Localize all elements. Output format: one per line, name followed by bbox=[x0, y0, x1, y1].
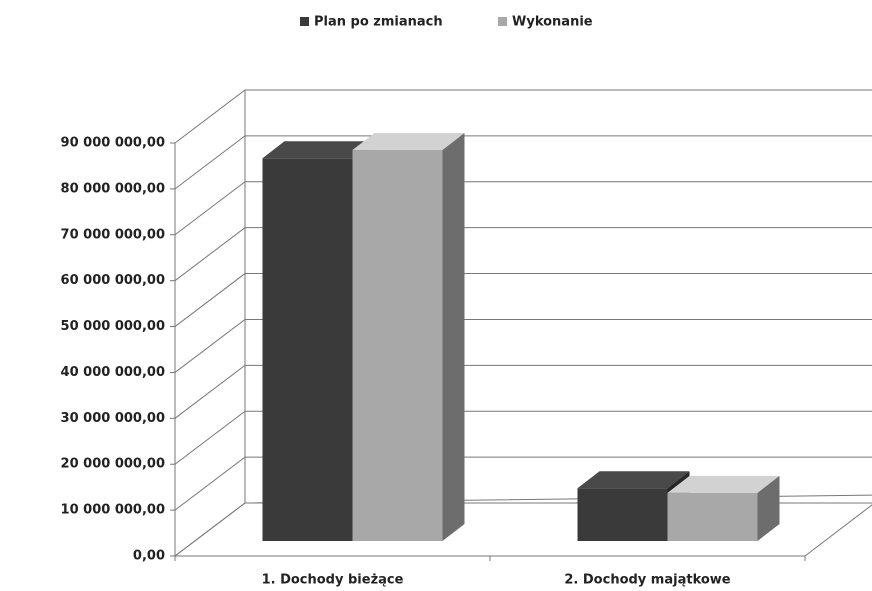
y-tick-label: 80 000 000,00 bbox=[61, 181, 165, 196]
bar bbox=[577, 488, 668, 541]
grid-line bbox=[174, 456, 872, 511]
grid-line bbox=[174, 364, 872, 419]
y-tick-label: 30 000 000,00 bbox=[61, 411, 165, 426]
y-tick-label: 90 000 000,00 bbox=[61, 136, 165, 151]
y-tick-label: 10 000 000,00 bbox=[61, 503, 165, 518]
y-tick-label: 60 000 000,00 bbox=[61, 273, 165, 288]
x-tick-label: 2. Dochody majątkowe bbox=[564, 573, 730, 588]
bar-top bbox=[262, 141, 375, 159]
grid-line bbox=[174, 135, 872, 190]
legend-swatch bbox=[498, 17, 507, 26]
grid-line bbox=[174, 410, 872, 465]
legend-label: Wykonanie bbox=[512, 15, 593, 30]
grid-line bbox=[174, 181, 872, 236]
grid-line bbox=[174, 227, 872, 282]
bar bbox=[352, 150, 443, 541]
bar-side bbox=[757, 475, 780, 541]
y-tick-label: 50 000 000,00 bbox=[61, 319, 165, 334]
bar-top bbox=[577, 471, 690, 489]
bar-top bbox=[667, 475, 780, 493]
legend-label: Plan po zmianach bbox=[314, 15, 443, 30]
grid-line bbox=[174, 273, 872, 327]
y-tick-label: 0,00 bbox=[133, 549, 165, 564]
grid-line bbox=[174, 89, 872, 144]
y-tick-label: 40 000 000,00 bbox=[61, 365, 165, 380]
bar bbox=[262, 158, 353, 541]
bar bbox=[667, 492, 758, 541]
y-tick-label: 70 000 000,00 bbox=[61, 227, 165, 242]
grid-line bbox=[174, 318, 872, 373]
legend-swatch bbox=[300, 17, 309, 26]
bar-top bbox=[352, 133, 465, 151]
y-tick-label: 20 000 000,00 bbox=[61, 457, 165, 472]
x-tick-label: 1. Dochody bieżące bbox=[262, 573, 404, 588]
bar-side bbox=[442, 133, 465, 541]
